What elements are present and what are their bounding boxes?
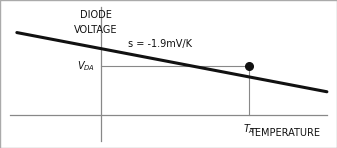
Text: $V_{DA}$: $V_{DA}$ [77, 59, 95, 73]
Text: TEMPERATURE: TEMPERATURE [249, 128, 320, 138]
Text: s = -1.9mV/K: s = -1.9mV/K [128, 39, 192, 49]
Text: DIODE: DIODE [80, 10, 112, 20]
Text: VOLTAGE: VOLTAGE [74, 25, 118, 35]
Text: $T_A$: $T_A$ [243, 122, 255, 136]
